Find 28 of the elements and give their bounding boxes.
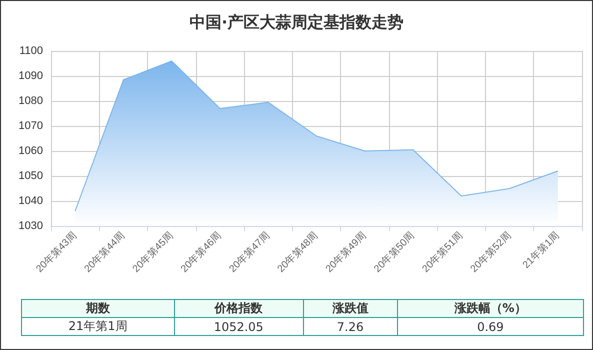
x-tick-label: 20年第52周: [468, 229, 514, 275]
text: 1052.05: [174, 318, 304, 336]
y-tick-label: 1050: [18, 170, 43, 182]
text: 涨跌值: [303, 300, 398, 318]
text: 价格指数: [174, 300, 304, 318]
y-tick-label: 1040: [18, 195, 43, 207]
x-tick-label: 20年第50周: [372, 229, 417, 275]
x-tick-label: 20年第48周: [274, 229, 320, 275]
y-tick-label: 1060: [18, 145, 43, 157]
x-tick-label: 21年第1周: [520, 229, 562, 271]
y-tick-label: 1080: [18, 95, 43, 107]
chart-title: 中国·产区大蒜周定基指数走势: [189, 12, 404, 32]
text: 21年第1周: [22, 318, 174, 336]
x-tick-label: 20年第49周: [323, 229, 369, 275]
text: 涨跌幅（%）: [397, 300, 584, 318]
text: 7.26: [303, 318, 398, 336]
text: 0.69: [397, 318, 584, 336]
y-tick-label: 1090: [18, 70, 43, 82]
x-tick-label: 20年第47周: [226, 229, 272, 275]
x-tick-label: 20年第44周: [82, 229, 128, 275]
x-tick-label: 20年第43周: [34, 229, 80, 275]
x-tick-label: 20年第51周: [420, 229, 466, 275]
y-tick-label: 1100: [19, 45, 43, 57]
x-tick-label: 20年第46周: [178, 229, 224, 275]
y-tick-label: 1070: [18, 120, 43, 132]
y-tick-label: 1030: [18, 220, 43, 232]
text: 期数: [22, 300, 174, 318]
x-tick-label: 20年第45周: [130, 229, 176, 275]
